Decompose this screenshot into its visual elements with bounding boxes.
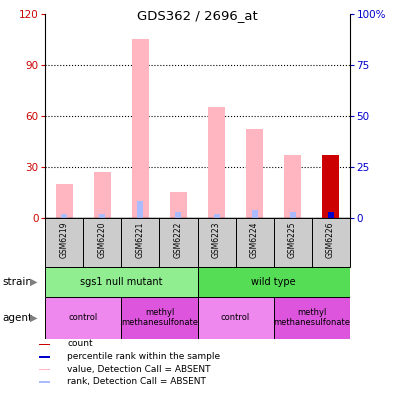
- Bar: [160, 218, 198, 267]
- Text: strain: strain: [2, 277, 32, 287]
- Text: wild type: wild type: [251, 277, 296, 287]
- Text: control: control: [221, 313, 250, 322]
- Text: count: count: [67, 339, 93, 348]
- Bar: [62, 214, 68, 218]
- Text: GSM6222: GSM6222: [174, 222, 183, 258]
- Text: agent: agent: [2, 313, 32, 323]
- Bar: [327, 214, 333, 218]
- Bar: [122, 297, 198, 339]
- Text: sgs1 null mutant: sgs1 null mutant: [80, 277, 163, 287]
- Text: percentile rank within the sample: percentile rank within the sample: [67, 352, 220, 361]
- Text: ▶: ▶: [30, 313, 37, 323]
- Bar: [100, 214, 105, 218]
- Bar: [198, 267, 350, 297]
- Text: value, Detection Call = ABSENT: value, Detection Call = ABSENT: [67, 365, 211, 373]
- Bar: [170, 192, 187, 218]
- Text: GSM6220: GSM6220: [98, 222, 107, 258]
- Bar: [132, 39, 149, 218]
- Text: methyl
methanesulfonate: methyl methanesulfonate: [273, 308, 350, 327]
- Bar: [290, 212, 295, 218]
- Bar: [122, 218, 160, 267]
- Bar: [83, 218, 122, 267]
- Bar: [252, 209, 258, 218]
- Bar: [208, 107, 225, 218]
- Bar: [235, 218, 274, 267]
- Bar: [39, 356, 51, 358]
- Bar: [45, 297, 122, 339]
- Text: GSM6221: GSM6221: [136, 222, 145, 258]
- Bar: [39, 344, 51, 345]
- Text: methyl
methanesulfonate: methyl methanesulfonate: [121, 308, 198, 327]
- Bar: [198, 218, 235, 267]
- Text: ▶: ▶: [30, 277, 37, 287]
- Bar: [273, 297, 350, 339]
- Bar: [94, 172, 111, 218]
- Text: GSM6226: GSM6226: [326, 222, 335, 258]
- Bar: [322, 155, 339, 218]
- Bar: [327, 212, 333, 218]
- Bar: [273, 218, 312, 267]
- Bar: [284, 155, 301, 218]
- Text: GSM6225: GSM6225: [288, 222, 297, 258]
- Bar: [137, 202, 143, 218]
- Bar: [45, 267, 198, 297]
- Bar: [198, 297, 274, 339]
- Bar: [39, 381, 51, 383]
- Text: rank, Detection Call = ABSENT: rank, Detection Call = ABSENT: [67, 377, 206, 386]
- Text: control: control: [69, 313, 98, 322]
- Text: GDS362 / 2696_at: GDS362 / 2696_at: [137, 9, 258, 22]
- Bar: [175, 212, 181, 218]
- Bar: [39, 369, 51, 371]
- Bar: [312, 218, 350, 267]
- Bar: [45, 218, 83, 267]
- Bar: [214, 214, 220, 218]
- Text: GSM6224: GSM6224: [250, 222, 259, 258]
- Bar: [56, 184, 73, 218]
- Bar: [246, 129, 263, 218]
- Text: GSM6219: GSM6219: [60, 222, 69, 258]
- Text: GSM6223: GSM6223: [212, 222, 221, 258]
